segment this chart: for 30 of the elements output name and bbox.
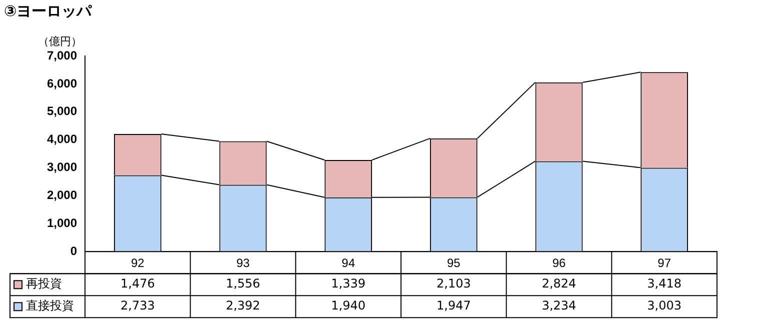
data-label: 2,824: [542, 276, 576, 291]
data-label: 3,418: [647, 276, 682, 291]
chart-title: ③ヨーロッパ: [4, 2, 92, 21]
data-label: 1,940: [331, 298, 366, 313]
x-tick-label: 95: [446, 256, 461, 270]
data-label: 3,003: [647, 298, 682, 313]
data-label: 2,733: [120, 298, 155, 313]
y-tick-label: 0: [70, 244, 78, 258]
legend-label: 再投資: [26, 276, 62, 291]
y-tick-label: 7,000: [46, 48, 78, 62]
x-tick-label: 97: [658, 256, 672, 270]
y-tick-label: 2,000: [46, 188, 78, 202]
y-tick-label: 6,000: [46, 76, 78, 90]
data-label: 2,392: [226, 298, 260, 313]
data-label: 3,234: [542, 298, 576, 313]
data-label: 1,947: [436, 298, 471, 313]
x-tick-label: 93: [236, 256, 250, 270]
data-label: 1,476: [120, 276, 155, 291]
y-tick-label: 1,000: [46, 216, 78, 230]
y-tick-label: 4,000: [46, 132, 78, 146]
x-tick-label: 96: [552, 256, 566, 270]
y-tick-label: 5,000: [46, 104, 78, 118]
data-label: 2,103: [436, 276, 471, 291]
y-tick-label: 3,000: [46, 160, 78, 174]
y-axis-title: （億円）: [38, 34, 82, 49]
legend-label: 直接投資: [26, 298, 74, 313]
data-label: 1,556: [226, 276, 260, 291]
x-tick-label: 92: [130, 256, 145, 270]
data-label: 1,339: [331, 276, 366, 291]
x-tick-label: 94: [342, 256, 356, 270]
